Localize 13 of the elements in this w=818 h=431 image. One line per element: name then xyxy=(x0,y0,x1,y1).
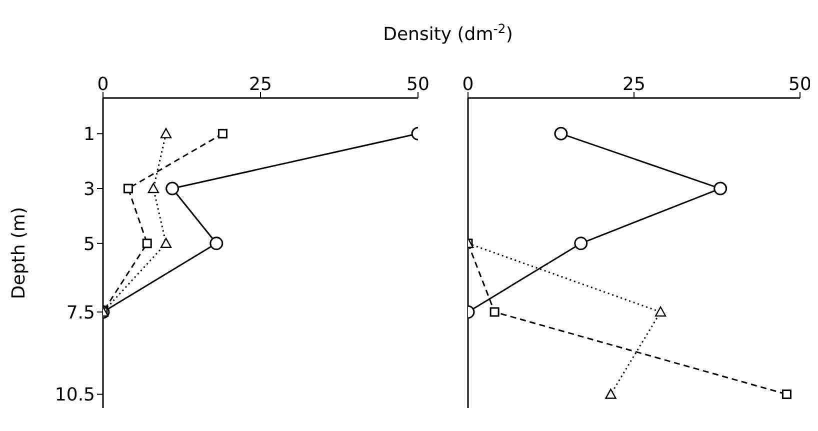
y-tick-label: 7.5 xyxy=(66,302,95,324)
x-tick-label: 25 xyxy=(249,74,272,95)
x-tick-label: 50 xyxy=(406,74,430,95)
x-tick-label: 50 xyxy=(788,74,812,95)
x-axis-title: Density (dm$^{-2}$) xyxy=(383,20,513,45)
x-tick-label: 25 xyxy=(622,74,646,95)
y-axis-title: Depth (m) xyxy=(8,206,30,300)
x-tick-label: 0 xyxy=(462,74,474,95)
y-tick-label: 10.5 xyxy=(54,384,95,406)
x-tick-label: 0 xyxy=(97,74,109,95)
y-tick-label: 5 xyxy=(84,234,95,255)
y-tick-label: 3 xyxy=(84,178,95,200)
y-tick-label: 1 xyxy=(84,124,95,146)
